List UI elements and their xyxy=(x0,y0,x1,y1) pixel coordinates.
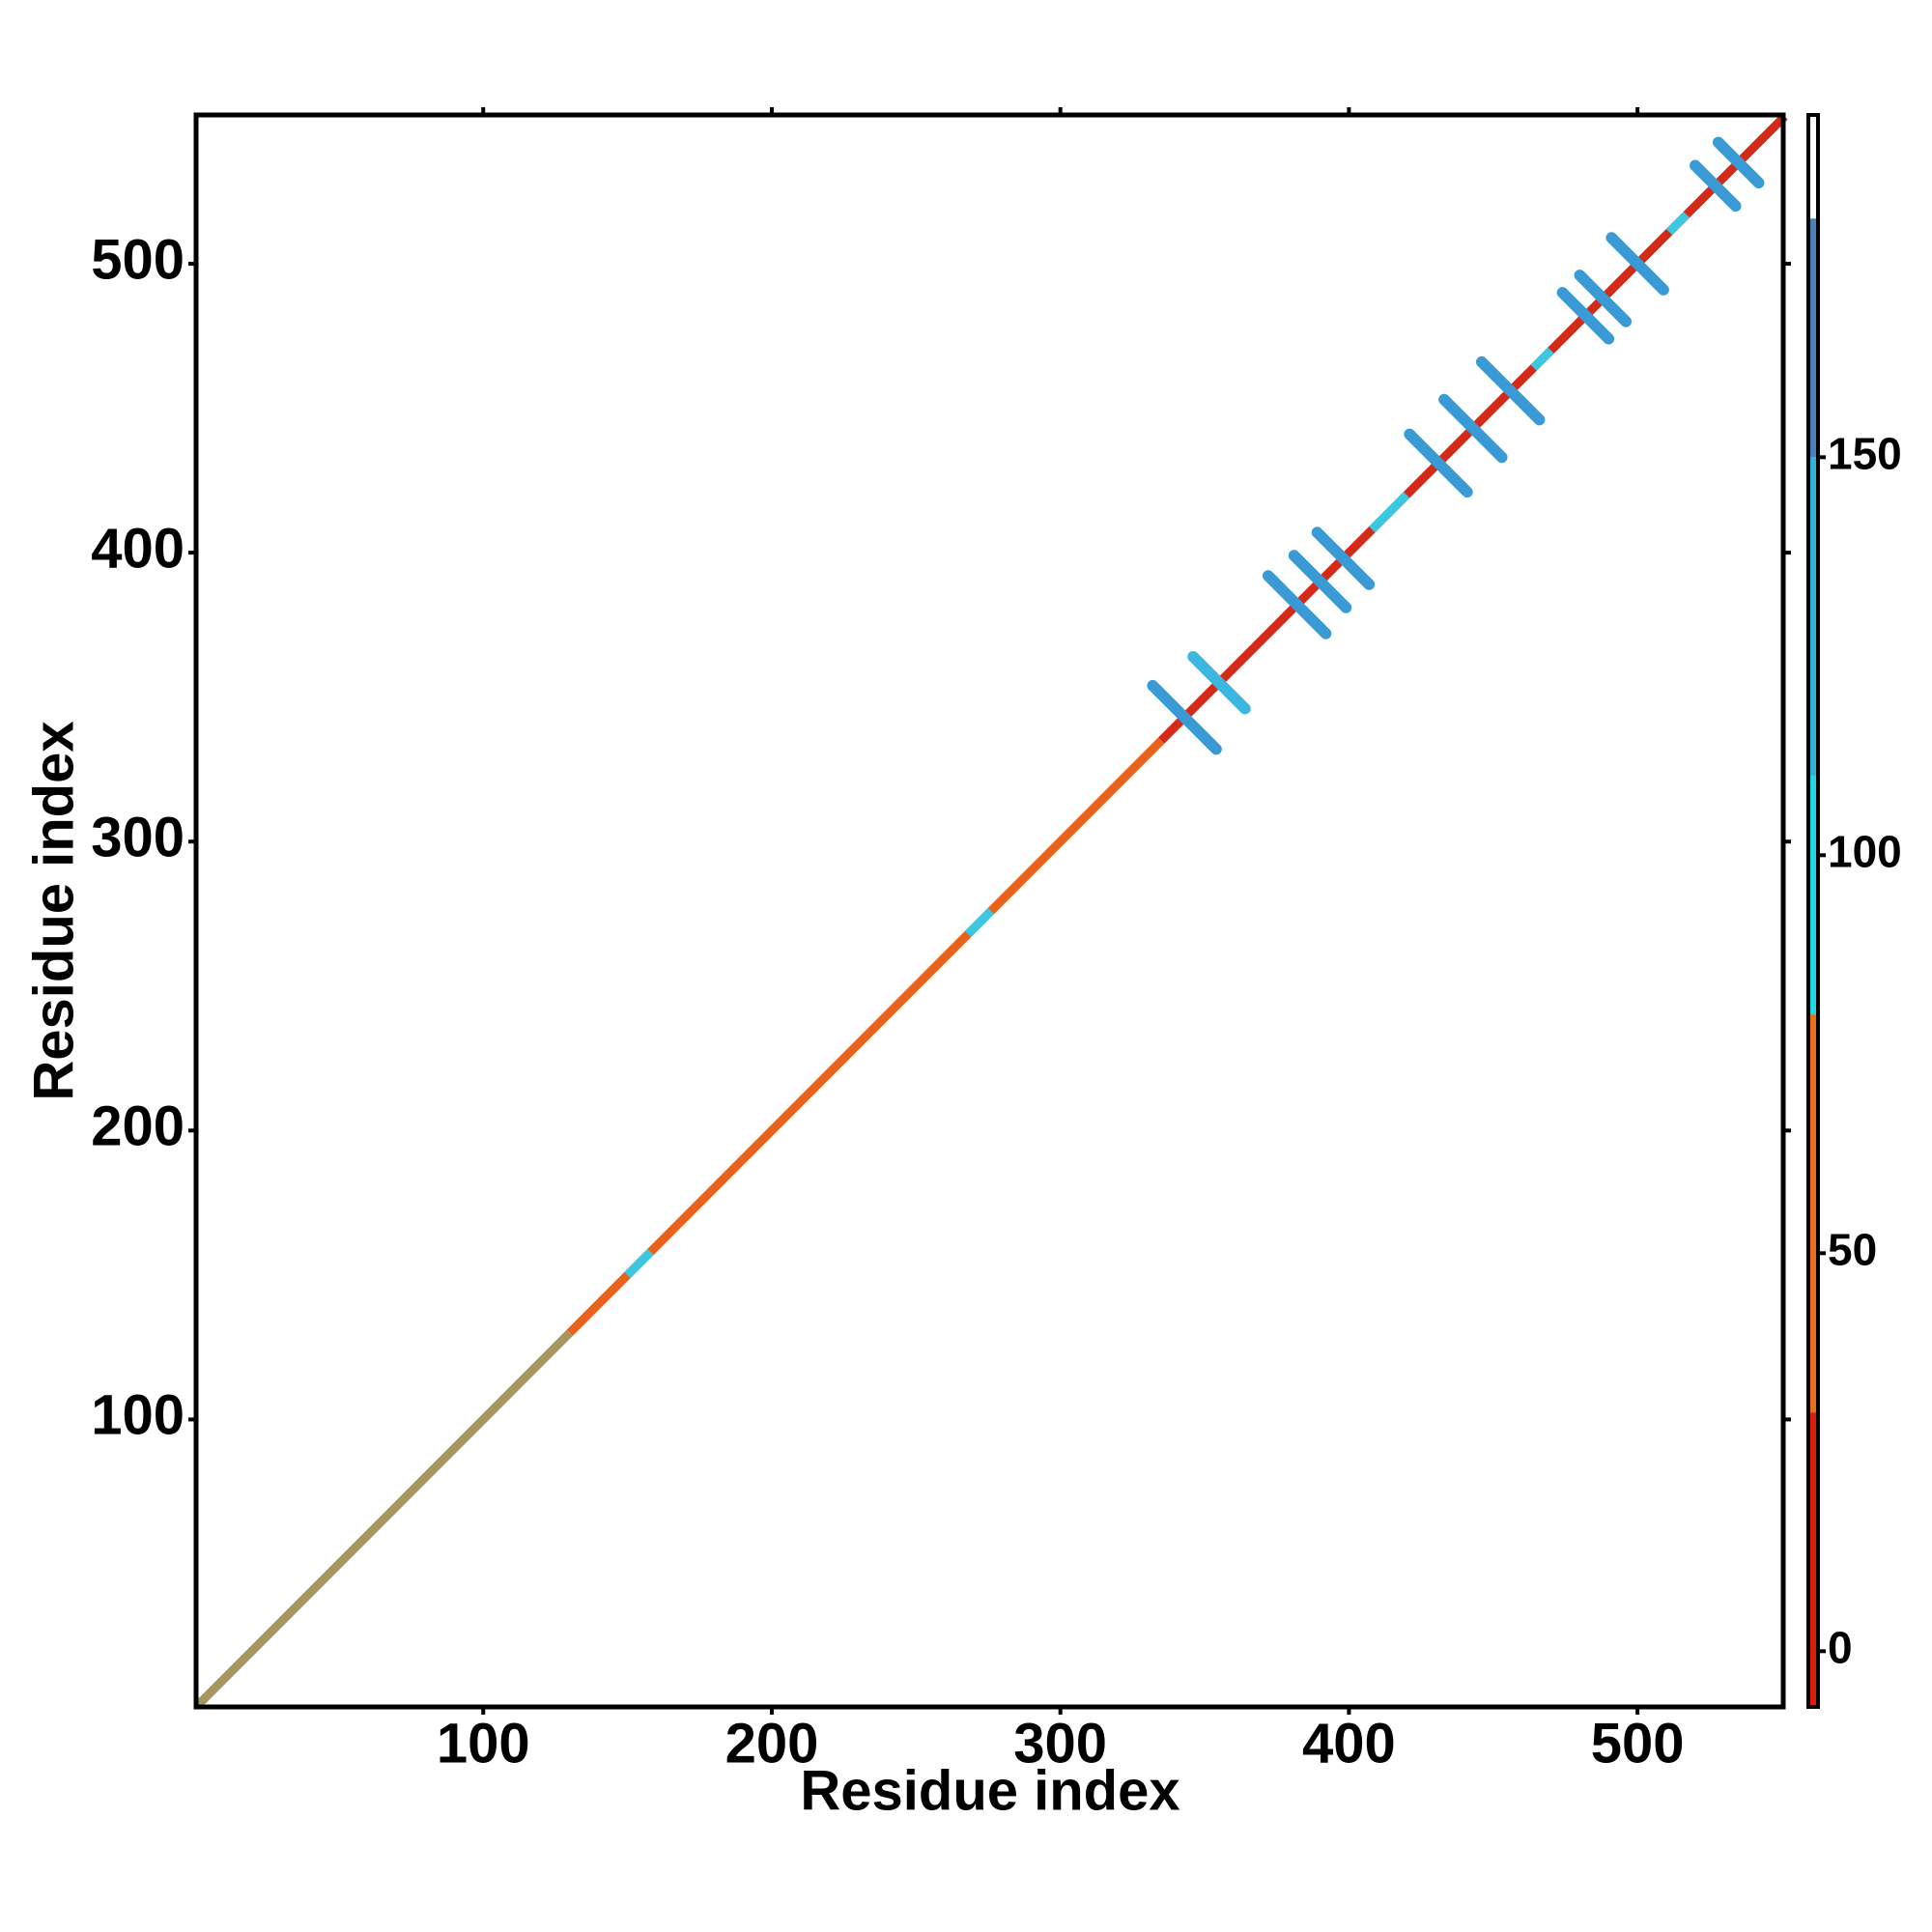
heatmap xyxy=(194,113,1788,1709)
x-axis-title: Residue index xyxy=(800,1759,1179,1822)
cross-arm xyxy=(1605,232,1669,296)
colorbar-tick-label: 100 xyxy=(1828,826,1902,876)
colorbar-tick-label: 0 xyxy=(1828,1622,1853,1672)
cross-arm xyxy=(1438,393,1508,464)
plot-frame xyxy=(193,112,1786,1710)
colorbar-segment xyxy=(1808,457,1818,776)
cross-arm xyxy=(1574,270,1633,327)
y-tick-label: 500 xyxy=(91,228,185,291)
cross-arm xyxy=(1476,355,1546,426)
y-tick-label: 100 xyxy=(91,1384,185,1447)
diagonal-band xyxy=(1665,212,1690,236)
diagonal-band xyxy=(964,907,995,938)
y-tick-label: 300 xyxy=(91,807,185,869)
colorbar-segment xyxy=(1808,775,1818,1015)
colorbar-tick-label: 50 xyxy=(1828,1224,1877,1274)
cross-arm xyxy=(1288,550,1352,613)
cross-arm xyxy=(1712,136,1765,189)
x-tick-label: 100 xyxy=(437,1712,530,1775)
cross-arm xyxy=(1147,679,1222,755)
diagonal-band xyxy=(624,1248,654,1279)
colorbar-tick-label: 150 xyxy=(1828,428,1902,478)
colorbar-segment xyxy=(1808,1014,1818,1413)
cross-arm xyxy=(1187,650,1251,715)
cross-arm xyxy=(1311,526,1376,590)
cross-arm xyxy=(1690,159,1742,213)
colorbar-frame xyxy=(1806,113,1820,1709)
x-tick-label: 300 xyxy=(1013,1712,1107,1775)
y-axis-title: Residue index xyxy=(22,721,85,1100)
diagonal-band xyxy=(1369,492,1410,533)
colorbar-segment xyxy=(1808,1412,1818,1707)
colorbar-segment xyxy=(1808,115,1818,219)
diagonal-band xyxy=(566,737,1165,1336)
y-tick-label: 400 xyxy=(91,517,185,580)
cross-arm xyxy=(1404,428,1473,498)
diagonal-band xyxy=(194,1329,574,1709)
y-tick-label: 200 xyxy=(91,1095,185,1158)
colorbar-segment xyxy=(1808,218,1818,458)
x-tick-label: 500 xyxy=(1591,1712,1685,1775)
cross-arm xyxy=(1556,287,1615,345)
cross-arm xyxy=(1262,570,1332,639)
x-tick-label: 400 xyxy=(1302,1712,1396,1775)
x-tick-label: 200 xyxy=(725,1712,819,1775)
diagonal-band xyxy=(1530,347,1554,371)
